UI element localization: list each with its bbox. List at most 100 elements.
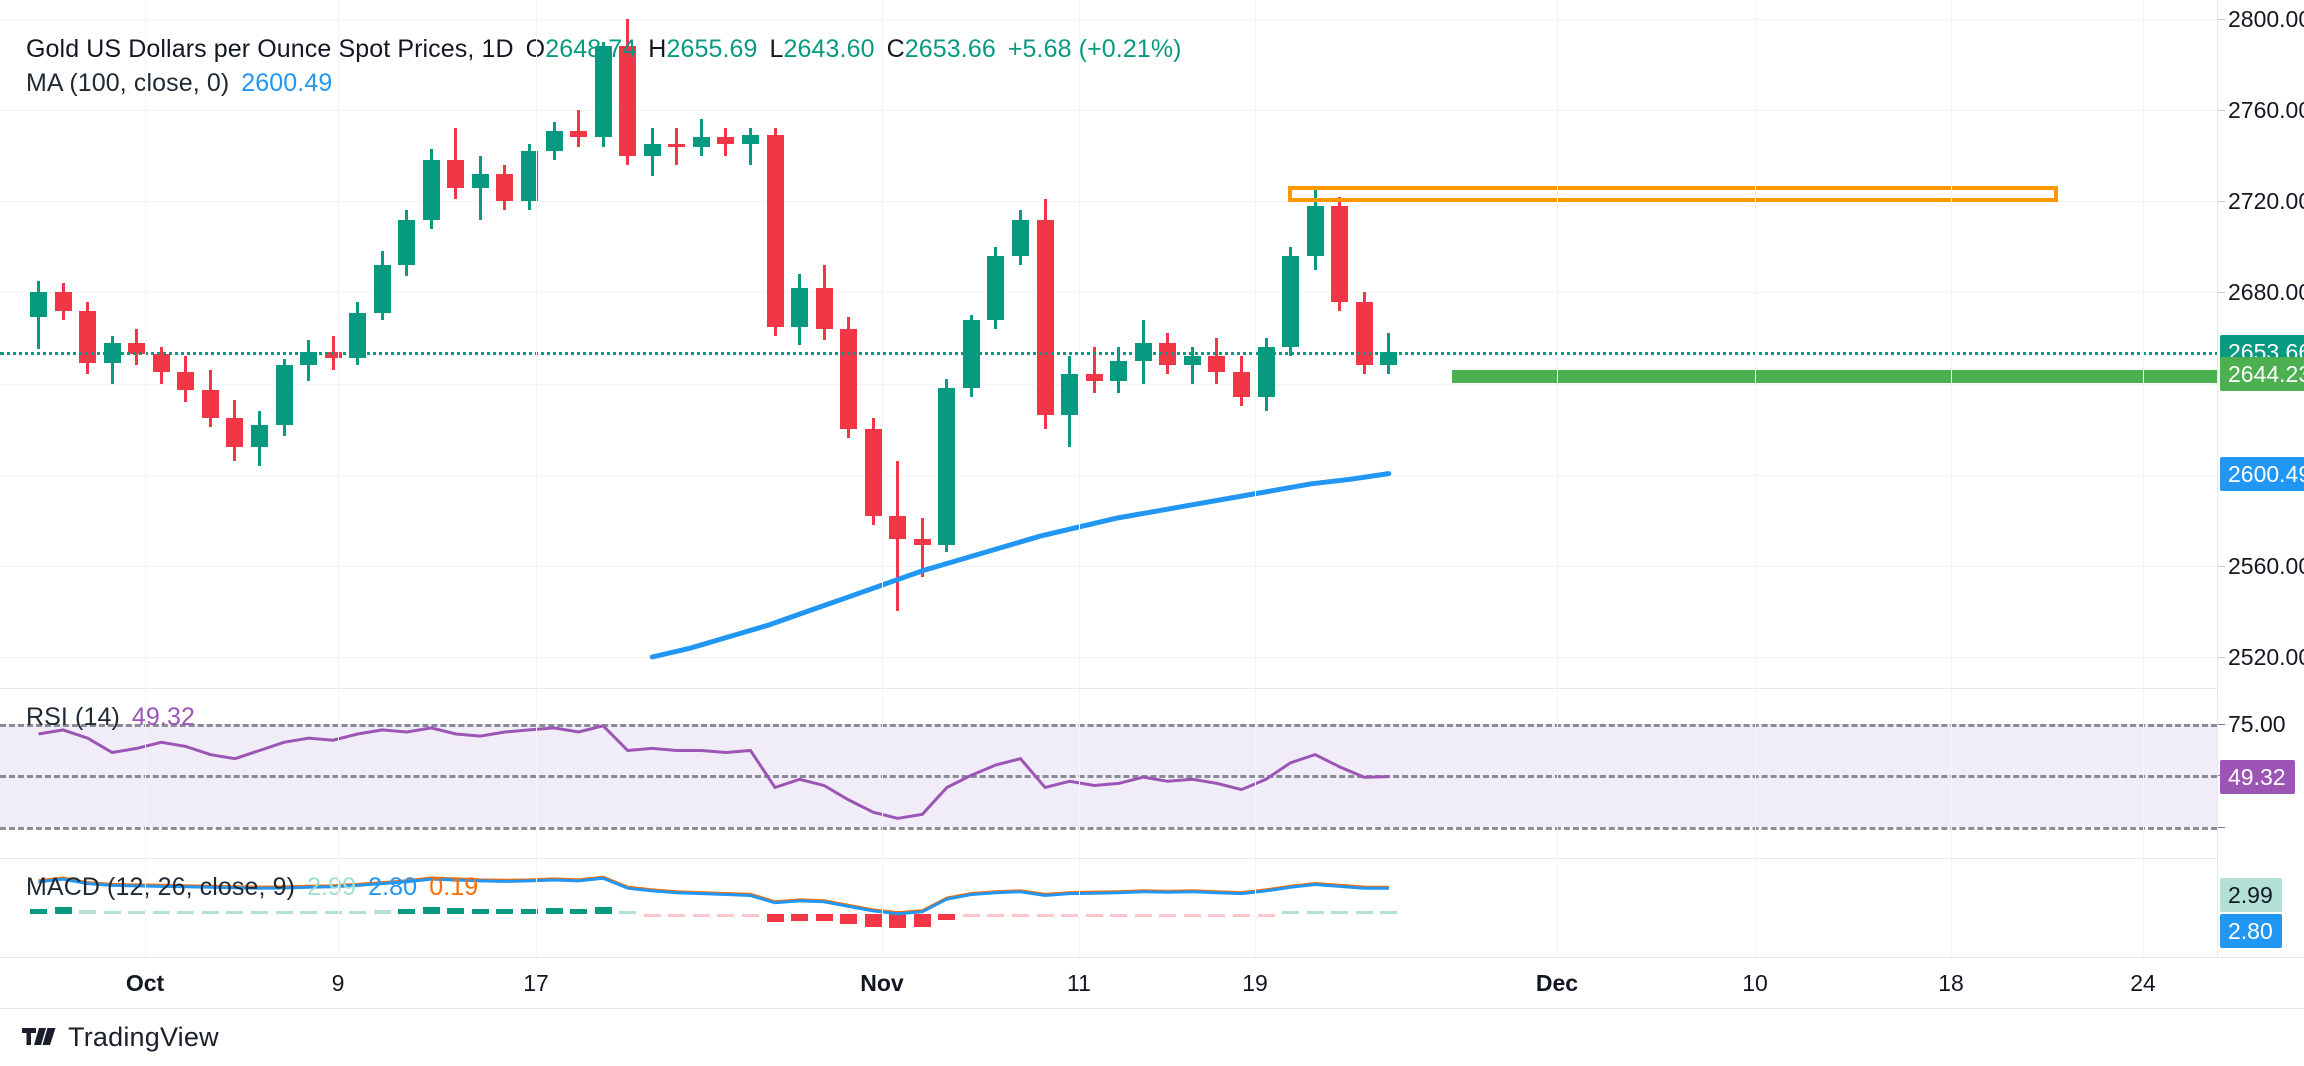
price-axis-tick-dash <box>2218 566 2225 567</box>
ma-legend[interactable]: MA (100, close, 0) 2600.49 <box>26 69 332 98</box>
macd-hist-bar <box>521 908 538 914</box>
macd-hist-bar <box>250 911 268 914</box>
macd-signal-value: 0.19 <box>429 873 479 901</box>
macd-pane[interactable] <box>0 860 2217 957</box>
rsi-legend[interactable]: RSI (14) 49.32 <box>26 703 195 732</box>
candle-body <box>619 46 637 156</box>
macd-hist-bar <box>791 914 809 921</box>
price-axis-tick: 2520.00 <box>2228 644 2304 670</box>
candlestick <box>594 0 612 688</box>
candle-body <box>741 135 759 145</box>
time-axis-tick: 10 <box>1742 970 1768 996</box>
candlestick <box>1208 0 1226 688</box>
candlestick <box>545 0 563 688</box>
candlestick <box>766 0 784 688</box>
legend-close-value: 2653.66 <box>904 35 996 63</box>
price-axis[interactable]: 2800.00 2760.00 2720.00 2680.00 2560.00 2520.… <box>2217 0 2304 957</box>
candle-body <box>79 310 97 364</box>
rsi-level-50 <box>0 775 2217 779</box>
candle-body <box>570 130 588 138</box>
candle-wick <box>478 155 482 220</box>
rsi-axis-dash <box>2218 826 2225 828</box>
tradingview-brand[interactable]: TradingView <box>22 1022 219 1053</box>
candlestick <box>889 0 907 688</box>
candle-body <box>864 429 882 516</box>
macd-hist-bar <box>815 914 833 922</box>
rsi-axis-tick: 75.00 <box>2228 710 2286 737</box>
price-axis-tick-dash <box>2218 110 2225 111</box>
macd-hist-bar <box>889 914 907 929</box>
candle-body <box>54 292 72 311</box>
chart-legend-title[interactable]: Gold US Dollars per Ounce Spot Prices, 1… <box>26 35 1182 63</box>
candlestick <box>1183 0 1201 688</box>
gridline-vertical <box>2143 0 2144 957</box>
gridline-vertical <box>1557 0 1558 957</box>
candlestick <box>1036 0 1054 688</box>
time-axis-tick: Nov <box>860 970 904 996</box>
candlestick <box>619 0 637 688</box>
macd-hist-bar <box>201 911 219 914</box>
time-axis-tick: 24 <box>2130 970 2156 996</box>
macd-legend[interactable]: MACD (12, 26, close, 9) 2.99 2.80 0.19 <box>26 873 478 902</box>
macd-hist-bar <box>79 910 97 914</box>
macd-hist-bar <box>1085 914 1103 917</box>
candle-body <box>766 135 784 327</box>
candlestick <box>128 0 146 688</box>
rsi-pane[interactable] <box>0 689 2217 857</box>
time-axis-tick: 11 <box>1067 970 1091 996</box>
macd-hist-bar <box>1380 911 1398 914</box>
macd-hist-bar <box>1232 914 1250 917</box>
candle-body <box>913 538 931 546</box>
macd-hist-bar <box>962 914 980 917</box>
candle-wick <box>920 518 924 578</box>
candlestick <box>1012 0 1029 688</box>
candlestick <box>643 0 661 688</box>
macd-hist-bar <box>398 909 416 914</box>
candlestick <box>1355 0 1373 688</box>
candle-body <box>250 424 268 448</box>
support-zone-drawing[interactable] <box>1452 369 2304 383</box>
candlestick <box>1331 0 1349 688</box>
candle-wick <box>1190 347 1194 384</box>
candle-body <box>938 388 956 546</box>
candle-body <box>447 160 465 188</box>
time-axis[interactable]: Oct 9 17 Nov 11 19 Dec 10 18 24 <box>0 957 2304 1009</box>
price-axis-tick-dash <box>2218 19 2225 20</box>
macd-path <box>38 876 1389 916</box>
tradingview-wordmark: TradingView <box>68 1022 219 1052</box>
macd-hist-bar <box>545 907 563 914</box>
candlestick <box>349 0 367 688</box>
resistance-zone-drawing[interactable] <box>1288 185 2058 202</box>
ma-legend-label: MA (100, close, 0) <box>26 69 230 97</box>
candle-body <box>1012 219 1029 256</box>
candlestick <box>1134 0 1152 688</box>
rsi-legend-label: RSI (14) <box>26 703 120 731</box>
candle-wick <box>1092 347 1096 393</box>
legend-change: +5.68 (+0.21%) <box>1007 35 1182 63</box>
candle-body <box>889 515 907 539</box>
macd-hist-bar <box>864 914 882 927</box>
gridline-horizontal <box>0 201 2217 202</box>
macd-hist-bar <box>349 911 367 914</box>
candle-body <box>1232 372 1250 398</box>
macd-hist-bar <box>30 909 47 914</box>
candle-body <box>815 287 833 329</box>
macd-hist-bar <box>496 908 514 914</box>
macd-hist-bar <box>471 908 489 914</box>
price-axis-tick: 2560.00 <box>2228 552 2304 579</box>
candle-body <box>1085 374 1103 382</box>
macd-hist-bar <box>741 914 759 918</box>
candle-body <box>128 342 146 354</box>
tradingview-logo-icon <box>22 1027 56 1045</box>
ma-legend-value: 2600.49 <box>241 69 333 97</box>
macd-hist-bar <box>373 910 391 914</box>
candle-body <box>545 130 563 152</box>
price-pane[interactable] <box>0 0 2304 688</box>
gridline-vertical <box>145 0 146 957</box>
macd-hist-bar <box>1208 914 1226 917</box>
candlestick <box>398 0 416 688</box>
macd-hist-bar <box>1306 910 1324 914</box>
legend-low-value: 2643.60 <box>783 35 875 63</box>
candlestick <box>1306 0 1324 688</box>
